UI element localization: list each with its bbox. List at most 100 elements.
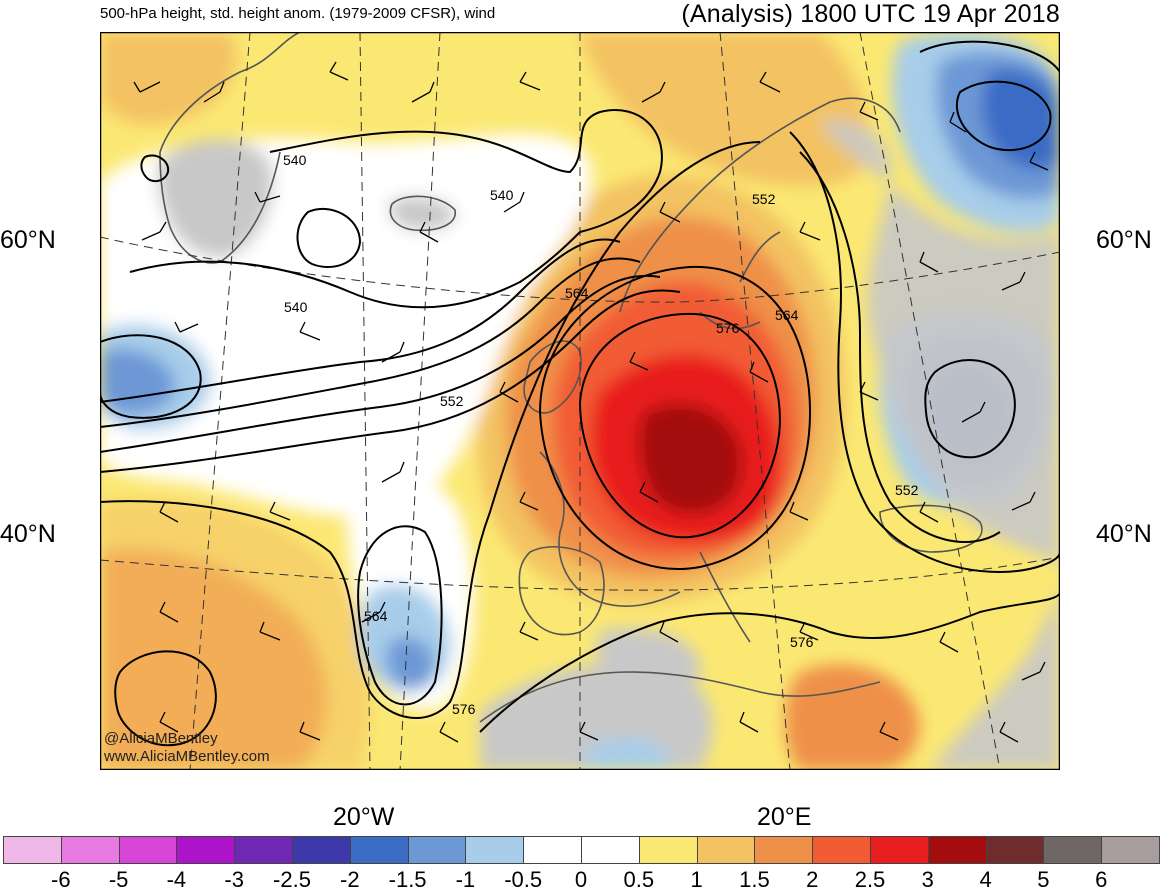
colorbar-swatch [696,836,756,864]
colorbar-tick-label: 4 [979,867,992,892]
colorbar-swatch [234,836,293,864]
contour-564-east [789,131,1060,574]
graticule-lon-f [859,32,1001,770]
colorbar-swatch [638,836,698,864]
lat-label-40n-left: 40°N [0,520,56,548]
contour-576-dome [539,265,812,570]
colorbar-swatch [176,836,236,864]
lat-label-60n-right: 60°N [1096,226,1152,254]
wind-barbs [133,61,1049,743]
anomaly-med-neutral [596,628,701,699]
contour-ne-low-ring-a [919,40,1060,73]
contour-label-552-1: 552 [440,393,464,409]
anomaly-iceland-neutral [388,196,456,231]
colorbar-tick-label: -1 [455,867,476,892]
colorbar-tick-label: 3 [921,867,934,892]
contour-552-b [100,257,641,428]
anomaly-west-low-core [100,348,176,415]
contour-552-a [100,238,621,403]
contour-label-576-3: 576 [452,701,476,717]
contour-label-552-3: 552 [895,482,919,498]
anomaly-europe-5 [638,403,743,515]
colorbar-tick-label: -6 [51,867,71,892]
colorbar-swatch [754,836,814,864]
contour-540-small [140,154,170,183]
anomaly-azores-low-core [386,637,435,689]
credit-url: www.AliciaMBentley.com [104,748,270,765]
contour-552-east [799,151,1001,543]
contour-552-d [100,289,681,473]
contour-540-north [269,109,663,233]
lon-label-20w: 20°W [333,803,395,831]
colorbar-tick-label: 5 [1037,867,1050,892]
contour-label-576-2: 576 [790,634,814,650]
anomaly-greenland-neutral [157,139,273,258]
colorbar-swatch [985,836,1045,864]
colorbar-tick-label: 0.5 [623,867,655,892]
colorbar-swatch [349,836,409,864]
contour-552-c [100,274,661,453]
colorbar-tick-label: -2.5 [273,867,311,892]
colorbar-tick-label: -3 [224,867,244,892]
contour-west-low-ring [100,334,202,419]
italy-coast [699,551,751,643]
colorbar-tick-label: 0 [574,867,588,892]
contour-576-south [479,591,1060,733]
contour-label-540-2: 540 [490,187,514,203]
analysis-time-title: (Analysis) 1800 UTC 19 Apr 2018 [681,0,1060,28]
contour-label-564-1: 564 [565,285,589,301]
colorbar-swatch [927,836,987,864]
colorbar-tick-label: 1 [690,867,703,892]
anomaly-south-orange [785,664,920,770]
map-frame [100,32,1060,770]
contour-label-552-2: 552 [752,191,776,207]
contour-540-ring [296,207,362,268]
colorbar-tick-label: -4 [166,867,187,892]
contour-label-564-2: 564 [775,307,799,323]
colorbar-tick-label: 2 [806,867,819,892]
colorbar-tick-label: 6 [1095,867,1108,892]
lon-label-20e: 20°E [757,803,812,831]
colorbar-swatch [523,836,582,864]
colorbar-swatch [1101,836,1160,864]
anomaly-small-blue [580,738,670,770]
colorbar-swatch [869,836,929,864]
contour-label-564-3: 564 [364,608,388,624]
contour-label-540-3: 540 [284,299,308,315]
colorbar-swatch [291,836,351,864]
colorbar-swatch [465,836,525,864]
colorbar-swatch [812,836,871,864]
iceland-coast [389,195,456,232]
colorbar-swatch [580,836,640,864]
colorbar-tick-label: -1.5 [388,867,427,892]
lat-label-40n-right: 40°N [1096,520,1152,548]
iberia-coast [518,546,605,636]
contour-sw-ring [114,650,217,747]
africa-coast [479,671,881,723]
graticule-lat-40 [100,556,1060,591]
contour-label-576-1: 576 [716,320,740,336]
contour-564-azores [357,525,443,706]
colorbar-tick-label: 2.5 [854,867,886,892]
colorbar-swatch [407,836,467,864]
contour-ne-low-ring-b [955,80,1052,152]
contour-564-outer [100,141,761,719]
colorbar-tick-label: -0.5 [504,867,543,892]
map-subtitle: 500-hPa height, std. height anom. (1979-… [100,5,496,22]
contour-576-inner [579,312,782,539]
height-contours [100,40,1060,747]
contour-russia-low-ring [924,359,1016,459]
colorbar-swatch [118,836,178,864]
europe-west-coast [539,451,681,607]
colorbar [3,836,1160,864]
colorbar-swatch [1043,836,1103,864]
lat-label-60n-left: 60°N [0,226,56,254]
colorbar-ticks: -6 -5 -4 -3 -2.5 -2 -1.5 -1 -0.5 0 0.5 1 1.5 2 2.5 3 4 5 6 [3,867,1159,892]
anomaly-nw-orange [100,32,237,125]
contour-540-west [129,231,581,309]
graticule-lon-b [359,32,371,770]
colorbar-tick-label: 1.5 [739,867,770,892]
colorbar-swatch [3,836,62,864]
colorbar-tick-label: -5 [108,867,129,892]
colorbar-tick-label: -2 [340,867,360,892]
